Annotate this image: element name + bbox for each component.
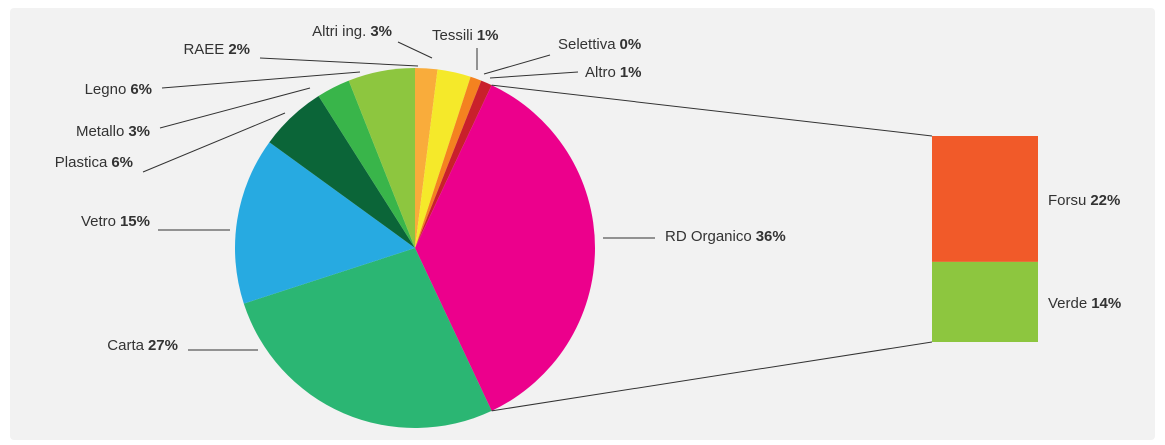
pie-slice <box>415 80 492 249</box>
label-name: Vetro <box>81 213 116 230</box>
label-value: 2% <box>228 41 250 58</box>
label-value: 6% <box>111 154 133 171</box>
pie-slice <box>415 68 438 248</box>
bar-segment <box>932 261 1038 342</box>
leader-line <box>397 41 433 59</box>
label-name: Metallo <box>76 123 124 140</box>
label-name: Forsu <box>1048 192 1086 209</box>
label-value: 1% <box>477 27 499 44</box>
label-name: Legno <box>85 81 127 98</box>
label-value: 14% <box>1091 295 1121 312</box>
slice-label: Tessili 1% <box>432 27 499 44</box>
pie-slice <box>415 69 471 248</box>
slice-label: Legno 6% <box>85 81 152 98</box>
label-name: Plastica <box>55 154 108 171</box>
slice-label: Metallo 3% <box>76 123 150 140</box>
pie-slice <box>235 142 415 304</box>
label-name: Verde <box>1048 295 1087 312</box>
label-value: 27% <box>148 337 178 354</box>
label-value: 22% <box>1090 192 1120 209</box>
slice-label: Forsu 22% <box>1048 192 1120 209</box>
slice-label: Selettiva 0% <box>558 36 641 53</box>
pie-slice <box>348 68 415 248</box>
leader-line <box>142 112 286 173</box>
pie-slice <box>269 96 415 249</box>
slice-label: Carta 27% <box>107 337 178 354</box>
leader-line <box>483 54 551 75</box>
label-name: Altro <box>585 64 616 81</box>
pie-slice <box>415 85 596 411</box>
label-name: Selettiva <box>558 36 616 53</box>
connector <box>491 84 933 137</box>
slice-label: Altri ing. 3% <box>312 23 392 40</box>
leader-line <box>159 87 311 129</box>
label-value: 36% <box>756 228 786 245</box>
pie-slice <box>318 80 415 249</box>
label-value: 0% <box>620 36 642 53</box>
label-name: Altri ing. <box>312 23 366 40</box>
leader-line <box>259 57 419 67</box>
pie-slice <box>415 76 482 248</box>
slice-label: Verde 14% <box>1048 295 1121 312</box>
label-value: 3% <box>370 23 392 40</box>
bar-segment <box>932 136 1038 262</box>
label-value: 15% <box>120 213 150 230</box>
slice-label: RD Organico 36% <box>665 228 786 245</box>
label-value: 6% <box>130 81 152 98</box>
leader-line <box>161 71 361 89</box>
slice-label: Vetro 15% <box>81 213 150 230</box>
connector <box>491 341 933 412</box>
label-name: RAEE <box>183 41 224 58</box>
label-name: RD Organico <box>665 228 752 245</box>
pie-slice <box>243 248 492 428</box>
label-name: Carta <box>107 337 144 354</box>
leader-line <box>489 71 579 79</box>
slice-label: Plastica 6% <box>55 154 133 171</box>
slice-label: RAEE 2% <box>183 41 250 58</box>
slice-label: Altro 1% <box>585 64 642 81</box>
label-value: 1% <box>620 64 642 81</box>
label-value: 3% <box>128 123 150 140</box>
label-name: Tessili <box>432 27 473 44</box>
